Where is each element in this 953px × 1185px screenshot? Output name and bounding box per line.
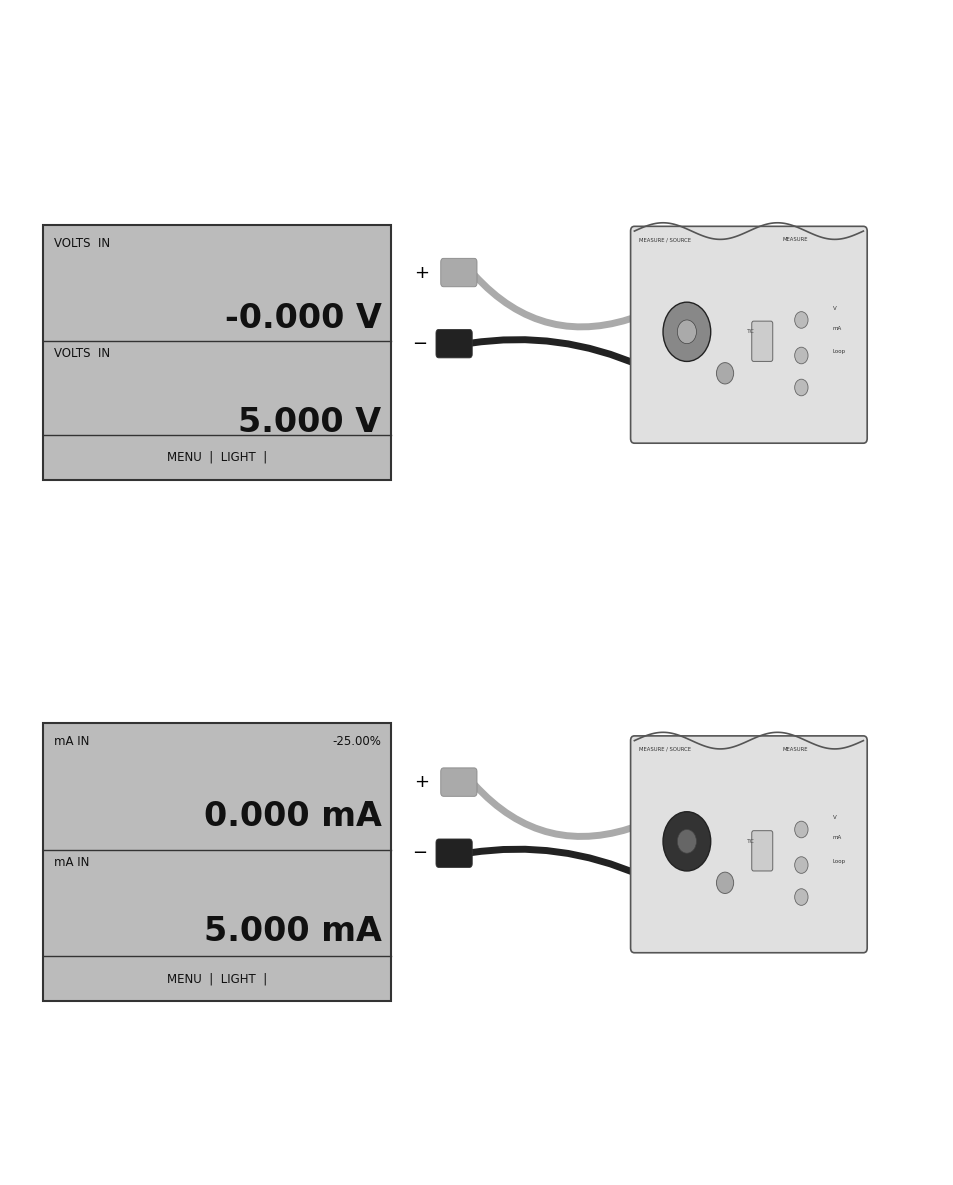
Circle shape — [794, 379, 807, 396]
Text: -0.000 V: -0.000 V — [225, 302, 381, 335]
FancyBboxPatch shape — [751, 831, 772, 871]
Text: 0.000 mA: 0.000 mA — [204, 800, 381, 833]
Text: mA IN: mA IN — [54, 856, 90, 869]
FancyBboxPatch shape — [436, 839, 472, 867]
Text: V: V — [832, 815, 836, 820]
FancyBboxPatch shape — [440, 258, 476, 287]
Text: mA: mA — [832, 326, 841, 331]
Text: −: − — [412, 334, 427, 353]
Text: mA IN: mA IN — [54, 735, 90, 748]
Circle shape — [716, 872, 733, 893]
Circle shape — [794, 312, 807, 328]
Text: +: + — [414, 263, 429, 282]
Text: MEASURE / SOURCE: MEASURE / SOURCE — [639, 747, 691, 751]
Text: MEASURE / SOURCE: MEASURE / SOURCE — [639, 237, 691, 242]
Text: MEASURE: MEASURE — [781, 747, 807, 751]
Text: MEASURE: MEASURE — [781, 237, 807, 242]
Text: +: + — [414, 773, 429, 792]
Text: TC: TC — [746, 839, 754, 844]
FancyBboxPatch shape — [43, 225, 391, 480]
FancyBboxPatch shape — [630, 736, 866, 953]
Text: MENU  |  LIGHT  |: MENU | LIGHT | — [167, 973, 267, 985]
Text: TC: TC — [746, 329, 754, 334]
Circle shape — [716, 363, 733, 384]
Circle shape — [677, 320, 696, 344]
FancyBboxPatch shape — [751, 321, 772, 361]
Circle shape — [794, 347, 807, 364]
Text: Loop: Loop — [832, 859, 845, 864]
Circle shape — [677, 830, 696, 853]
Text: −: − — [412, 844, 427, 863]
Circle shape — [794, 889, 807, 905]
Circle shape — [662, 302, 710, 361]
Text: MENU  |  LIGHT  |: MENU | LIGHT | — [167, 451, 267, 463]
FancyBboxPatch shape — [43, 723, 391, 1001]
Text: -25.00%: -25.00% — [333, 735, 381, 748]
Text: mA: mA — [832, 835, 841, 840]
FancyBboxPatch shape — [440, 768, 476, 796]
FancyBboxPatch shape — [436, 329, 472, 358]
FancyBboxPatch shape — [630, 226, 866, 443]
Circle shape — [662, 812, 710, 871]
Text: 5.000 V: 5.000 V — [238, 405, 381, 438]
Text: Loop: Loop — [832, 350, 845, 354]
Text: VOLTS  IN: VOLTS IN — [54, 346, 111, 359]
Circle shape — [794, 821, 807, 838]
Text: V: V — [832, 306, 836, 310]
Text: 5.000 mA: 5.000 mA — [204, 915, 381, 948]
Text: VOLTS  IN: VOLTS IN — [54, 237, 111, 250]
Circle shape — [794, 857, 807, 873]
